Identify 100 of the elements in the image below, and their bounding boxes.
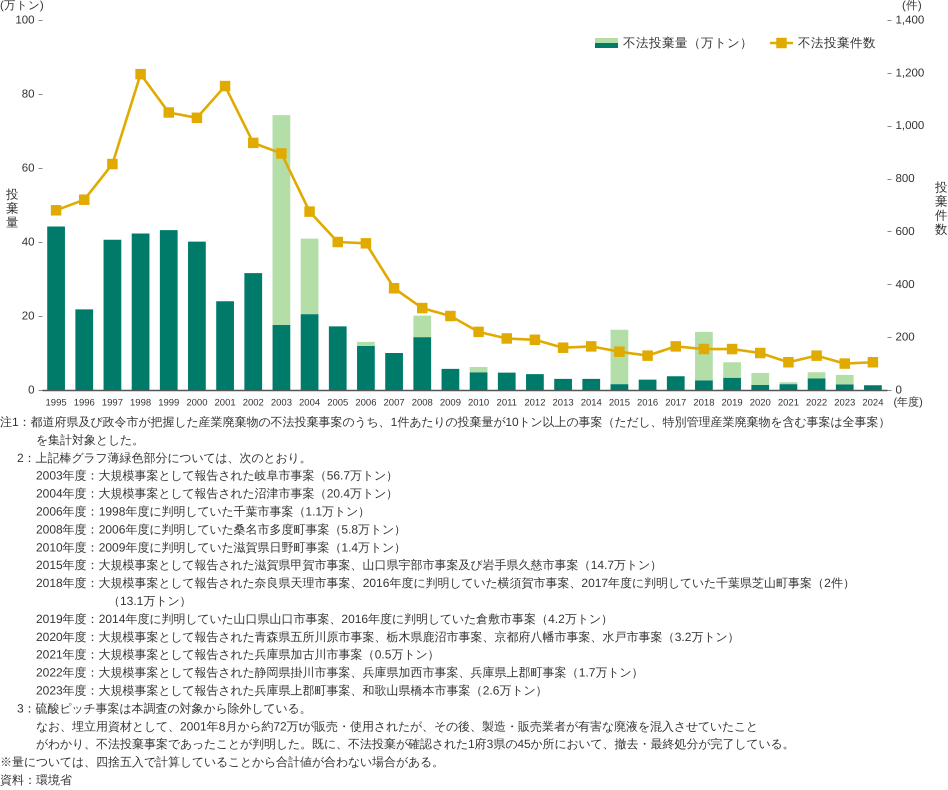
x-tick-label: 2017 [665, 398, 686, 408]
y-tick-label: 100 [15, 14, 34, 26]
point [107, 158, 118, 170]
point [388, 283, 400, 294]
x-tick-label: 1999 [158, 398, 180, 408]
point [417, 302, 428, 314]
point [360, 238, 372, 249]
bar [470, 367, 488, 372]
bar [554, 378, 572, 390]
bar [780, 384, 798, 390]
y-tick-label: 0 [28, 384, 34, 396]
point [726, 344, 738, 354]
text: （13.1万トン） [108, 594, 192, 608]
bar [132, 233, 150, 390]
point [811, 350, 822, 361]
bar [272, 324, 290, 390]
x-tick-label: 2020 [750, 398, 771, 408]
text: 2021年度：大規模事案として報告された兵庫県加古川市事案（0.5万トン） [36, 648, 440, 662]
bar [385, 353, 403, 390]
x-tick-label: 2002 [242, 398, 264, 408]
bar [751, 384, 770, 390]
bar [328, 326, 347, 390]
bar [300, 314, 318, 390]
text: 3：硫酸ピッチ事案は本調査の対象から除外している。 [17, 701, 312, 716]
bar [47, 226, 65, 390]
bar [666, 376, 685, 390]
bar [272, 115, 290, 325]
point [473, 326, 484, 338]
text: 注1：都道府県及び政令市が把握した産業廃棄物の不法投棄事案のうち、1件あたりの投棄量が10トン以上の事案（ただし、特別管理産業廃棄物を含む事案は全事案） [0, 415, 891, 429]
x-tick-label: 1997 [102, 398, 123, 408]
bar [244, 273, 262, 390]
point [642, 350, 653, 361]
text: を集計対象とした。 [36, 432, 144, 447]
x-tick-label: 2023 [834, 398, 856, 408]
bar [836, 384, 854, 390]
text: 資料：環境省 [0, 773, 72, 787]
point [502, 333, 512, 344]
bar [498, 372, 516, 390]
text: ※量については、四捨五入で計算していることから合計値が合わない場合がある。 [0, 755, 444, 770]
bar [413, 316, 432, 338]
bar [216, 301, 234, 390]
bar [723, 378, 741, 390]
x-tick-label: 2010 [468, 398, 490, 408]
x-tick-label: 2014 [580, 398, 602, 408]
bar [75, 309, 94, 390]
text: 2010年度：2009年度に判明していた滋賀県日野町事案（1.4万トン） [36, 540, 406, 554]
point [783, 357, 794, 368]
bar [638, 380, 656, 390]
x-tick-label: 2009 [440, 398, 461, 408]
bar [808, 372, 826, 379]
point [276, 148, 287, 159]
bar [610, 384, 628, 390]
x-tick-label: 2007 [384, 398, 405, 408]
x-tick-label: 2008 [412, 398, 433, 408]
point [868, 357, 878, 368]
legend-label: 不法投棄量（万トン） [623, 35, 753, 50]
bar [723, 362, 741, 378]
point [670, 341, 681, 352]
x-tick-label: 2019 [722, 398, 743, 408]
point [192, 112, 202, 124]
point [220, 80, 230, 92]
text: 2023年度：大規模事案として報告された兵庫県上郡町事案、和歌山県橋本市事案（2.6万トン） [36, 684, 548, 698]
text: 2004年度：大規模事案として報告された沼津市事案（20.4万トン） [36, 486, 398, 501]
y2-tick-label: 800 [896, 173, 915, 186]
bar [104, 240, 122, 390]
x-tick-label: 2016 [637, 398, 658, 408]
bar [470, 372, 488, 390]
point [558, 342, 568, 353]
bar [442, 368, 460, 390]
text: 2003年度：大規模事案として報告された岐阜市事案（56.7万トン） [36, 468, 398, 483]
bar [160, 230, 178, 390]
point [586, 341, 596, 352]
y-tick-label: 40 [22, 236, 34, 248]
x-tick-label: 2003 [270, 398, 292, 408]
x-tick-label: 2013 [552, 398, 574, 408]
bar [751, 372, 770, 385]
x-tick-label: 1998 [130, 398, 152, 408]
bar [582, 378, 600, 390]
bar [300, 238, 318, 314]
x-tick-label: 2012 [524, 398, 546, 408]
y2-tick-label: 0 [896, 384, 902, 396]
bar [526, 374, 544, 390]
x-tick-label: 1995 [46, 398, 67, 408]
point [698, 344, 710, 354]
point [79, 194, 90, 205]
text: 2022年度：大規模事案として報告された静岡県掛川市事案、兵庫県加西市事案、兵庫県上郡町事案（1.7万トン） [36, 666, 644, 680]
y2-tick-label: 1,400 [896, 14, 924, 26]
text: 2：上記棒グラフ薄緑色部分については、次のとおり。 [17, 450, 312, 465]
point [248, 138, 258, 148]
text: 2015年度：大規模事案として報告された滋賀県甲賀市事案、山口県宇部市事案及び岩手県久慈市事案（14.7万トン） [36, 558, 662, 572]
point [50, 205, 62, 216]
bar [413, 337, 432, 390]
y2-tick-label: 200 [896, 332, 915, 344]
y-tick-label: 20 [22, 310, 34, 322]
point [304, 206, 315, 217]
legend-label: 不法投棄件数 [798, 35, 876, 50]
y-tick-label: 80 [22, 88, 34, 100]
text: なお、埋立用資材として、2001年8月から約72万tが販売・使用されたが、その後、製造・販売業者が有害な廃液を混入させていたこと [36, 719, 758, 734]
y2-tick-label: 1,000 [896, 120, 924, 132]
text: 2020年度：大規模事案として報告された青森県五所川原市事案、栃木県鹿沼市事案、京都府八幡市事案、水戸市事案（3.2万トン） [36, 630, 740, 644]
